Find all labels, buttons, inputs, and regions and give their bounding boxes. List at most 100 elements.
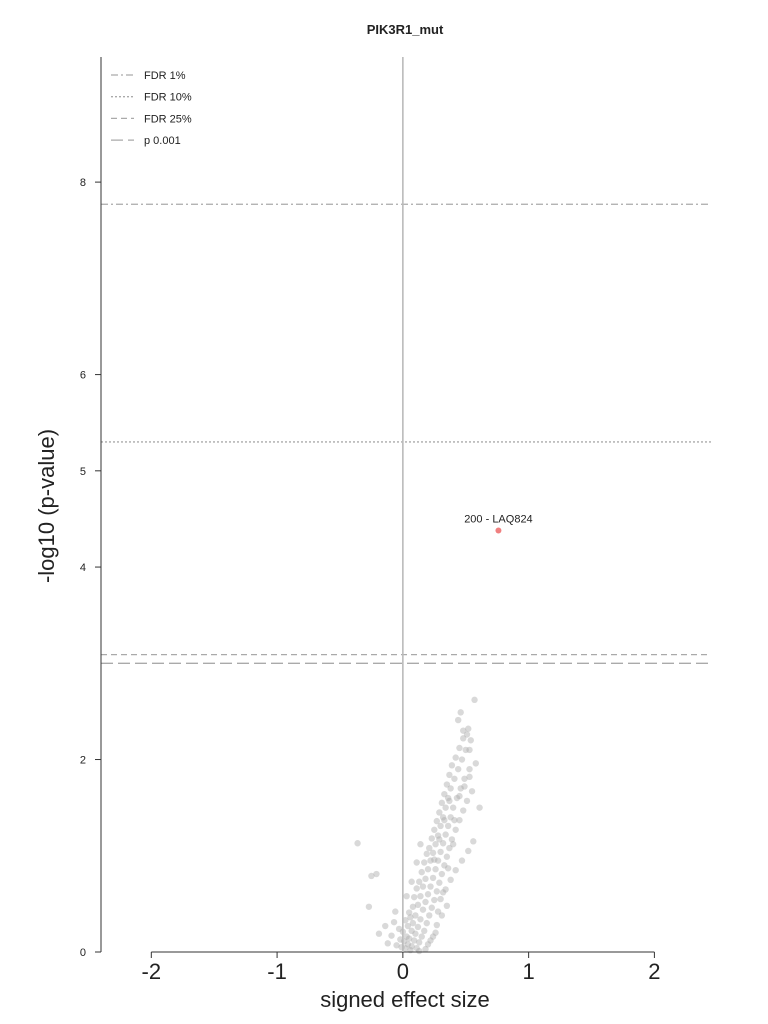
data-point	[421, 859, 428, 866]
data-point	[424, 866, 432, 873]
data-point	[466, 765, 473, 773]
data-point	[448, 762, 456, 769]
data-point	[395, 925, 403, 933]
data-point	[392, 908, 399, 915]
data-point	[439, 889, 447, 896]
x-tick-label: 1	[523, 959, 535, 984]
data-point	[373, 870, 380, 878]
data-point	[442, 886, 449, 893]
data-point	[428, 835, 435, 842]
highlighted-point	[495, 527, 502, 534]
data-point	[468, 788, 476, 795]
data-point	[432, 929, 439, 936]
y-tick-label: 0	[80, 947, 86, 959]
data-point	[431, 856, 438, 863]
data-point	[441, 816, 448, 824]
data-point	[439, 840, 447, 847]
data-point	[409, 919, 417, 927]
data-point	[423, 919, 430, 927]
data-point	[365, 903, 373, 910]
data-point	[390, 918, 398, 926]
data-point	[428, 904, 435, 911]
data-point	[424, 891, 432, 898]
data-point	[442, 831, 449, 838]
data-point	[375, 930, 383, 937]
data-point	[470, 838, 477, 845]
data-point	[403, 933, 410, 940]
data-point	[433, 888, 441, 895]
data-point	[408, 927, 415, 935]
data-point	[431, 896, 438, 904]
data-point	[421, 927, 428, 935]
data-point	[414, 923, 422, 931]
data-point	[447, 876, 454, 884]
highlighted-points: 200 - LAQ824	[464, 513, 533, 534]
data-point	[463, 731, 471, 738]
data-point	[447, 814, 454, 821]
data-point	[417, 841, 424, 848]
data-point	[466, 746, 473, 754]
data-point	[452, 866, 459, 874]
data-point	[437, 895, 444, 903]
data-point	[434, 857, 442, 864]
data-point	[457, 785, 464, 792]
data-point	[454, 716, 462, 724]
y-axis-ticks: 0 2 4 5 6 8	[80, 177, 101, 959]
data-point	[436, 879, 443, 886]
y-tick-label: 5	[80, 466, 86, 478]
data-point	[439, 814, 447, 821]
data-point	[476, 804, 483, 811]
x-tick-label: -1	[267, 959, 287, 984]
data-point	[461, 783, 468, 790]
data-point	[410, 937, 418, 944]
data-point	[422, 875, 429, 883]
data-point	[443, 853, 451, 860]
legend-label: FDR 25%	[144, 113, 192, 125]
data-point	[438, 870, 446, 878]
data-point	[426, 912, 433, 919]
data-point	[436, 809, 443, 816]
data-point	[460, 807, 467, 814]
data-point	[397, 936, 404, 943]
legend-label: FDR 10%	[144, 92, 192, 104]
data-point	[416, 878, 423, 885]
data-point	[462, 746, 469, 754]
data-point	[438, 799, 446, 807]
data-point	[449, 841, 457, 848]
data-point	[444, 822, 452, 830]
y-tick-label: 8	[80, 177, 86, 189]
data-point	[466, 773, 473, 781]
x-tick-label: 2	[648, 959, 660, 984]
data-point	[419, 906, 427, 913]
data-point	[451, 816, 458, 824]
x-tick-label: -2	[142, 959, 162, 984]
data-point	[402, 944, 409, 952]
data-point	[417, 916, 424, 923]
data-point	[458, 857, 466, 864]
data-point	[444, 865, 452, 872]
data-point	[437, 822, 444, 830]
data-point	[436, 836, 443, 843]
data-point	[441, 790, 448, 798]
data-point	[416, 947, 423, 955]
x-axis-title: signed effect size	[320, 987, 490, 1012]
data-point	[433, 817, 441, 825]
data-point	[403, 892, 410, 900]
data-point	[433, 921, 441, 929]
data-point	[416, 939, 423, 946]
data-point	[412, 930, 419, 937]
data-point	[438, 912, 446, 919]
data-point	[467, 737, 474, 744]
legend: FDR 1% FDR 10% FDR 25% p 0.001	[111, 70, 192, 147]
data-point	[431, 826, 438, 833]
data-point	[443, 902, 451, 910]
data-point	[449, 804, 457, 811]
data-point	[434, 908, 442, 915]
data-point	[426, 844, 433, 852]
data-point	[422, 898, 429, 906]
legend-label: FDR 1%	[144, 70, 186, 82]
y-axis-title: -log10 (p-value)	[34, 429, 59, 583]
data-point	[427, 857, 434, 864]
data-point	[472, 760, 480, 767]
data-point	[461, 775, 468, 782]
